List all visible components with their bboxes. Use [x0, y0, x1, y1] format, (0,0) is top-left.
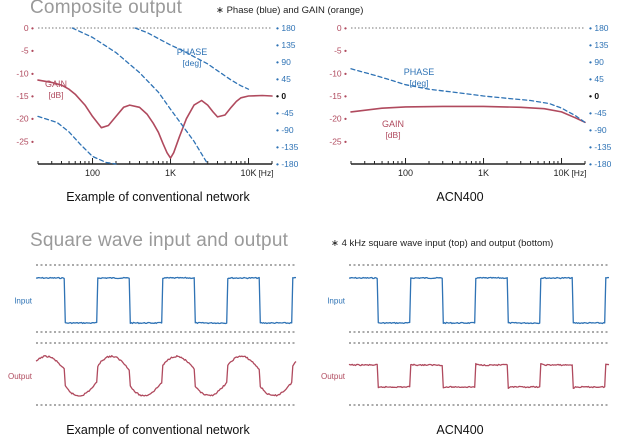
input-trace-label: Input [14, 297, 33, 306]
input-trace-label: Input [327, 297, 346, 306]
phase-tick-label: • 0 [276, 91, 286, 101]
gain-tick-label: 0 • [337, 23, 347, 33]
square-wave-note: ∗ 4 kHz square wave input (top) and outp… [331, 238, 554, 249]
gain-unit-label: [dB] [385, 130, 400, 140]
square-wave-title: Square wave input and output [30, 230, 289, 251]
phase-tick-label: • 135 [276, 40, 296, 50]
square-wave-chart-conventional: Input Output [8, 264, 297, 406]
x-unit-label: [Hz] [258, 168, 273, 178]
square-caption-conventional: Example of conventional network [66, 423, 250, 437]
x-unit-label: [Hz] [571, 168, 586, 178]
phase-unit-label: [deg] [183, 58, 202, 68]
output-trace-label: Output [8, 372, 33, 381]
phase-curve [71, 27, 209, 165]
gain-series-label: GAIN [45, 79, 67, 89]
phase-tick-label: • -180 [276, 159, 299, 169]
phase-curve [350, 68, 586, 124]
gain-tick-label: -5 • [334, 46, 347, 56]
phase-tick-label: • -180 [589, 159, 612, 169]
gain-tick-label: -10 • [329, 68, 347, 78]
gain-tick-label: -5 • [21, 46, 34, 56]
gain-tick-label: -15 • [16, 91, 34, 101]
phase-series-label: PHASE [177, 47, 208, 57]
gain-tick-label: -25 • [329, 136, 347, 146]
output-trace [348, 362, 610, 390]
phase-tick-label: • -90 [276, 125, 294, 135]
phase-tick-label: • 45 [589, 74, 604, 84]
gain-series-label: GAIN [382, 119, 404, 129]
square-caption-acn400: ACN400 [436, 423, 484, 437]
x-tick-label: 100 [398, 168, 413, 178]
composite-output-title: Composite output [30, 0, 183, 18]
x-tick-label: 1K [165, 168, 176, 178]
gain-tick-label: -20 • [329, 114, 347, 124]
phase-series-label: PHASE [404, 67, 435, 77]
x-tick-label: 10K [554, 168, 570, 178]
x-tick-label: 1K [478, 168, 489, 178]
bode-caption-conventional: Example of conventional network [66, 190, 250, 204]
phase-tick-label: • 90 [589, 57, 604, 67]
x-tick-label: 100 [85, 168, 100, 178]
output-trace-label: Output [321, 372, 346, 381]
phase-tick-label: • -90 [589, 125, 607, 135]
phase-tick-label: • 0 [589, 91, 599, 101]
phase-curve [134, 27, 250, 90]
phase-tick-label: • -45 [276, 108, 294, 118]
x-tick-label: 10K [241, 168, 257, 178]
gain-curve [37, 79, 273, 159]
bode-chart-conventional: 100 1K 10K [Hz] 0 • -5 • -10 • -15 • -20 • -25 • •… [16, 23, 299, 178]
gain-tick-label: 0 • [24, 23, 34, 33]
phase-tick-label: • 180 [589, 23, 609, 33]
phase-tick-label: • -135 [276, 142, 299, 152]
composite-output-note: ∗ Phase (blue) and GAIN (orange) [216, 5, 364, 16]
phase-tick-label: • 180 [276, 23, 296, 33]
phase-tick-label: • -135 [589, 142, 612, 152]
input-trace [348, 276, 610, 325]
phase-tick-label: • -45 [589, 108, 607, 118]
phase-unit-label: [deg] [410, 78, 429, 88]
phase-tick-label: • 135 [589, 40, 609, 50]
input-trace [35, 276, 297, 325]
gain-unit-label: [dB] [48, 90, 63, 100]
gain-tick-label: -25 • [16, 136, 34, 146]
gain-tick-label: -10 • [16, 68, 34, 78]
output-trace [35, 355, 297, 397]
gain-tick-label: -15 • [329, 91, 347, 101]
phase-curve [37, 115, 117, 165]
square-wave-chart-acn400: Input Output [321, 264, 610, 406]
gain-curve [350, 105, 586, 124]
phase-tick-label: • 45 [276, 74, 291, 84]
bode-caption-acn400: ACN400 [436, 190, 484, 204]
phase-tick-label: • 90 [276, 57, 291, 67]
bode-chart-acn400: 100 1K 10K [Hz] 0 • -5 • -10 • -15 • -20 • -25 • •… [329, 23, 612, 178]
gain-tick-label: -20 • [16, 114, 34, 124]
